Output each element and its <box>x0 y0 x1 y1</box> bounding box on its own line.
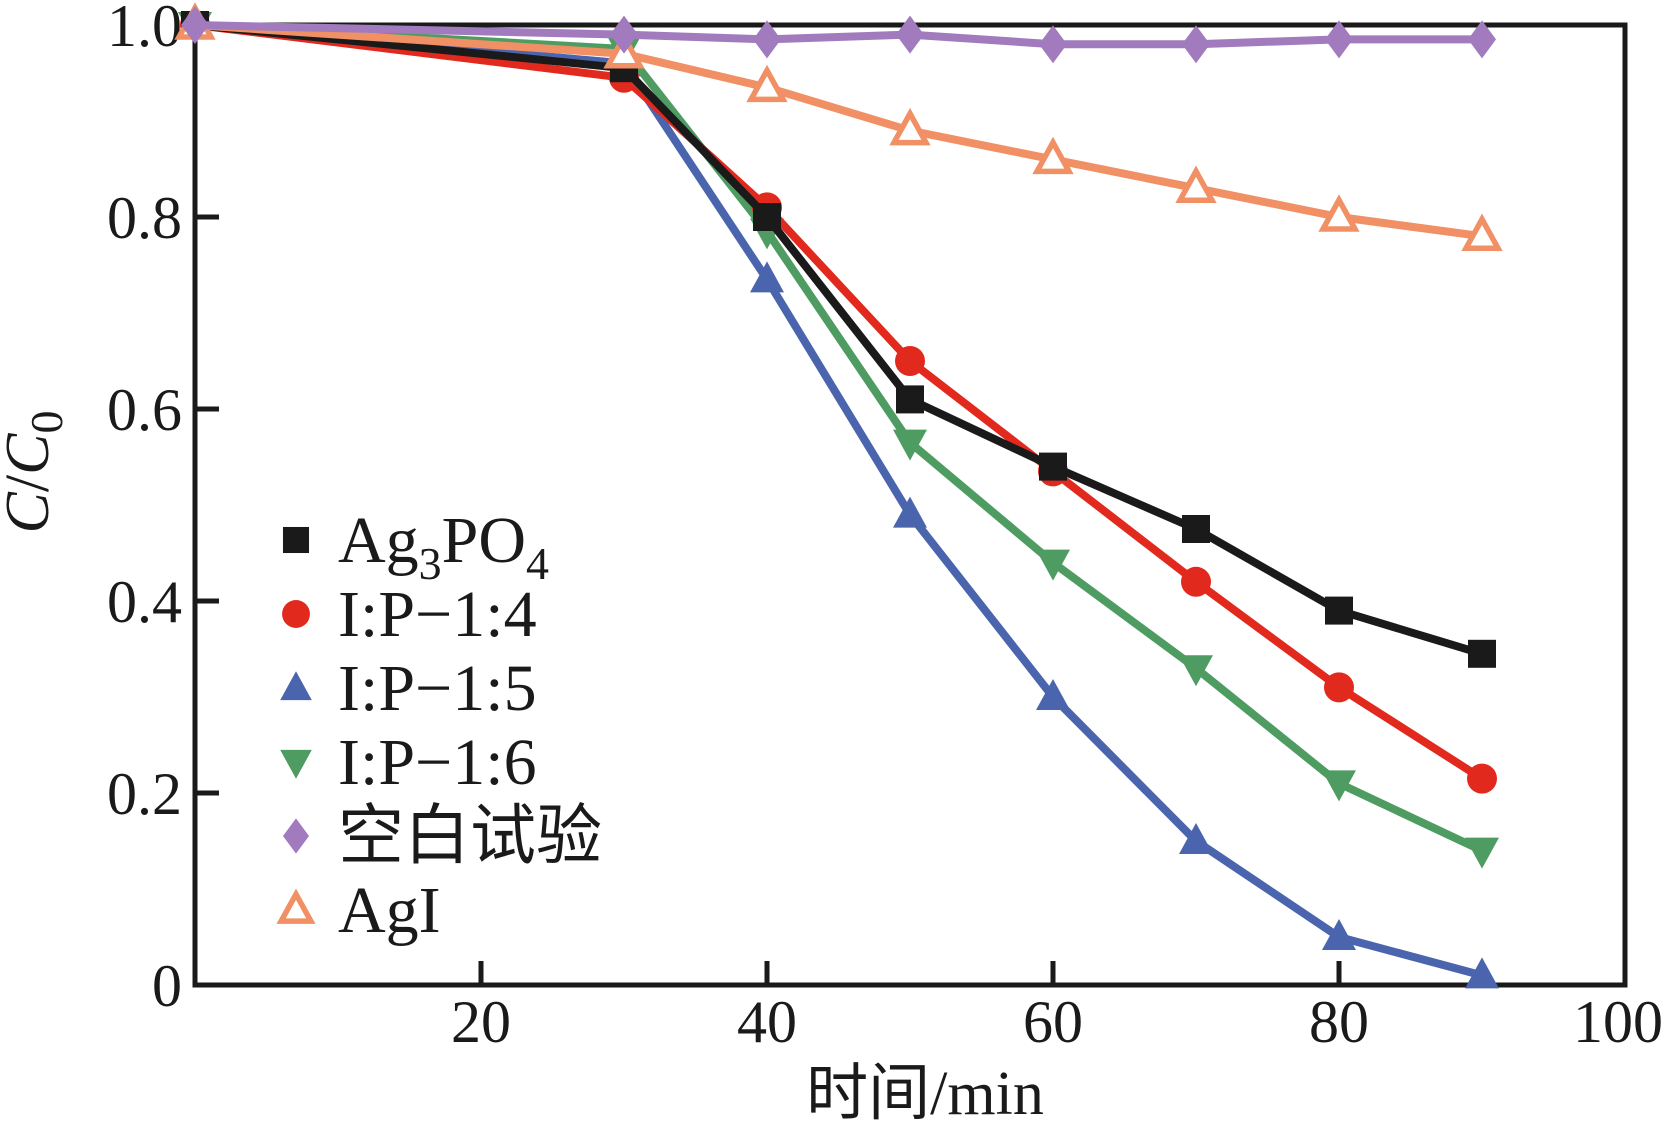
x-tick-label: 80 <box>1309 989 1369 1055</box>
data-point-marker <box>282 526 310 554</box>
legend-label: 空白试验 <box>338 800 602 873</box>
data-point-marker <box>1325 20 1353 59</box>
legend-label: I:P−1:5 <box>338 652 537 725</box>
data-point-marker <box>282 818 310 854</box>
x-tick-label: 100 <box>1573 989 1663 1055</box>
data-point-marker <box>1468 639 1496 668</box>
data-point-marker <box>896 385 924 414</box>
data-point-marker <box>1461 213 1503 251</box>
data-point-marker <box>276 888 316 924</box>
data-point-marker <box>282 600 310 628</box>
data-point-marker <box>280 749 312 779</box>
data-point-marker <box>1036 679 1070 710</box>
series-line <box>191 21 1486 658</box>
data-point-marker <box>893 429 927 461</box>
data-point-marker <box>610 15 638 54</box>
data-point-marker <box>1181 566 1211 597</box>
axis-ticks: 20 40 60 80 100 1.0 0.8 0.6 0.4 0.2 0 <box>107 0 1663 1055</box>
data-point-marker <box>1036 549 1070 581</box>
data-point-marker <box>1322 919 1356 950</box>
x-tick-label: 40 <box>737 989 797 1055</box>
data-point-marker <box>1322 770 1356 802</box>
data-point-marker <box>889 107 931 146</box>
legend-item: I:P−1:4 <box>282 578 537 651</box>
legend-item: Ag3PO4 <box>282 504 549 589</box>
data-point-marker <box>1465 957 1499 989</box>
legend-item: I:P−1:5 <box>280 652 537 725</box>
x-tick-label: 20 <box>451 989 511 1055</box>
y-tick-label: 0.8 <box>107 185 182 251</box>
data-point-marker <box>280 671 312 701</box>
legend-label: I:P−1:4 <box>338 578 537 651</box>
data-point-marker <box>1179 655 1213 687</box>
legend-item: 空白试验 <box>282 800 602 873</box>
series-line <box>191 21 1486 49</box>
data-point-marker <box>1325 596 1353 625</box>
y-tick-label: 0.4 <box>107 569 182 635</box>
series-layer <box>174 2 1503 989</box>
data-point-marker <box>746 64 788 103</box>
data-point-marker <box>1032 136 1074 175</box>
series-line <box>191 21 1486 855</box>
data-point-marker <box>895 346 925 376</box>
data-point-marker <box>1182 515 1210 543</box>
data-point-marker <box>181 6 209 44</box>
series-diamond <box>181 6 1496 64</box>
legend-item: I:P−1:6 <box>280 726 537 799</box>
legend-label: AgI <box>338 874 441 947</box>
y-tick-label: 0.2 <box>107 761 182 827</box>
x-tick-label: 60 <box>1023 989 1083 1055</box>
legend-item: AgI <box>276 874 441 947</box>
y-tick-label: 0.6 <box>107 377 182 443</box>
data-point-marker <box>753 20 781 59</box>
y-tick-label: 1.0 <box>107 0 182 59</box>
data-point-marker <box>893 496 927 528</box>
series-line <box>191 21 1486 241</box>
legend-label: Ag3PO4 <box>338 504 549 589</box>
data-point-marker <box>1467 763 1497 794</box>
data-point-marker <box>1179 823 1213 854</box>
x-axis-label: 时间/min <box>806 1060 1044 1128</box>
series-triangle-down <box>178 12 1499 869</box>
y-tick-label: 0 <box>152 953 182 1019</box>
data-point-marker <box>1039 452 1067 481</box>
data-point-marker <box>1324 672 1354 703</box>
data-point-marker <box>1318 194 1360 232</box>
y-axis-label: C/C0 <box>0 411 72 534</box>
data-point-marker <box>753 203 781 231</box>
series-line <box>191 21 1486 783</box>
data-point-marker <box>1465 837 1499 869</box>
data-point-marker <box>1468 20 1496 59</box>
data-point-marker <box>750 261 784 293</box>
data-point-marker <box>1039 25 1067 64</box>
legend-label: I:P−1:6 <box>338 726 537 799</box>
data-point-marker <box>1182 25 1210 64</box>
data-point-marker <box>896 15 924 54</box>
data-point-marker <box>1175 165 1217 203</box>
